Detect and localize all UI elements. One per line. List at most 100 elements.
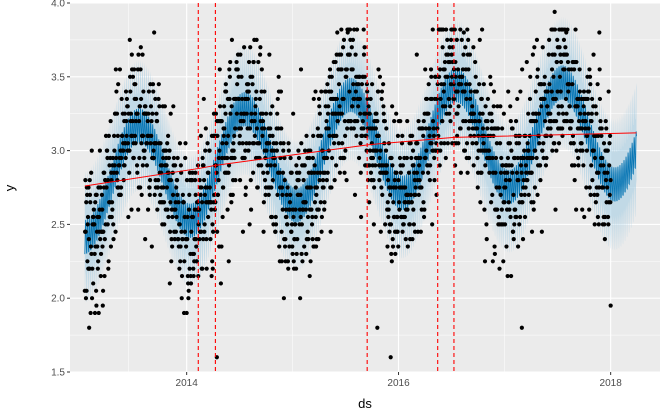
data-point <box>222 104 227 109</box>
data-point <box>257 52 263 57</box>
data-point <box>597 67 602 72</box>
data-point <box>396 178 401 183</box>
data-point <box>247 222 252 227</box>
data-point <box>479 170 484 175</box>
data-point <box>552 52 557 57</box>
data-point <box>285 222 290 227</box>
data-point <box>471 45 476 50</box>
data-point <box>522 148 527 153</box>
data-point <box>199 200 205 205</box>
data-point <box>233 178 238 183</box>
data-point <box>490 259 495 264</box>
data-point <box>548 126 553 131</box>
data-point <box>378 148 383 153</box>
data-point <box>179 296 184 301</box>
data-point <box>424 148 429 153</box>
data-point <box>587 207 592 212</box>
data-point <box>520 67 525 72</box>
data-point <box>489 118 495 124</box>
data-point <box>531 200 536 205</box>
data-point <box>565 27 570 32</box>
data-point <box>587 67 592 72</box>
data-point <box>289 229 294 234</box>
data-point <box>542 96 547 102</box>
data-point <box>193 170 198 175</box>
data-point <box>526 111 531 116</box>
data-point <box>339 67 344 72</box>
data-point <box>260 118 266 124</box>
data-point <box>495 207 500 212</box>
data-point <box>148 178 153 183</box>
data-point <box>312 163 317 168</box>
data-point <box>420 126 425 131</box>
data-point <box>454 37 459 43</box>
data-point <box>567 82 572 87</box>
data-point <box>134 163 140 168</box>
data-point <box>285 259 291 264</box>
data-point <box>511 229 516 234</box>
data-point <box>105 155 110 161</box>
data-point <box>482 207 487 212</box>
data-point <box>188 273 193 279</box>
data-point <box>530 155 535 161</box>
data-point <box>279 126 284 131</box>
data-point <box>480 27 485 32</box>
data-point <box>403 185 408 190</box>
data-point <box>122 163 127 168</box>
data-point <box>403 237 408 242</box>
data-point <box>391 200 396 205</box>
data-point <box>439 141 444 146</box>
data-point <box>430 118 436 124</box>
data-point <box>314 185 320 190</box>
data-point <box>453 74 458 79</box>
observations <box>82 9 613 360</box>
data-point <box>223 82 228 87</box>
data-point <box>367 111 372 116</box>
data-point <box>397 155 403 161</box>
data-point <box>385 244 390 249</box>
data-point <box>170 214 175 220</box>
data-point <box>238 52 243 57</box>
data-point <box>145 141 150 146</box>
data-point <box>297 170 302 175</box>
data-point <box>110 207 115 212</box>
data-point <box>377 178 382 183</box>
data-point <box>94 192 99 197</box>
data-point <box>448 82 453 87</box>
data-point <box>398 170 403 175</box>
data-point <box>242 45 247 50</box>
data-point <box>498 170 504 175</box>
data-point <box>294 163 299 168</box>
data-point <box>406 192 411 197</box>
data-point <box>532 185 538 190</box>
data-point <box>596 170 601 175</box>
data-point <box>448 104 453 109</box>
data-point <box>137 155 142 161</box>
data-point <box>348 118 354 124</box>
data-point <box>185 237 190 242</box>
data-point <box>83 296 89 301</box>
data-point <box>193 192 198 197</box>
data-point <box>354 27 360 32</box>
data-point <box>127 170 132 175</box>
data-point <box>219 118 224 124</box>
data-point <box>436 133 441 138</box>
data-point <box>370 155 376 161</box>
data-point <box>236 74 241 79</box>
data-point <box>580 148 585 153</box>
data-point <box>525 141 530 146</box>
data-point <box>394 111 399 116</box>
data-point <box>230 192 235 197</box>
data-point <box>519 170 524 175</box>
data-point <box>163 148 169 153</box>
data-point <box>523 185 528 190</box>
data-point <box>465 27 470 32</box>
data-point <box>156 96 161 102</box>
data-point <box>590 178 595 183</box>
data-point <box>443 155 448 161</box>
data-point <box>291 214 296 220</box>
data-point <box>518 89 523 94</box>
data-point <box>253 96 258 102</box>
data-point <box>347 89 352 94</box>
data-point <box>359 82 365 87</box>
